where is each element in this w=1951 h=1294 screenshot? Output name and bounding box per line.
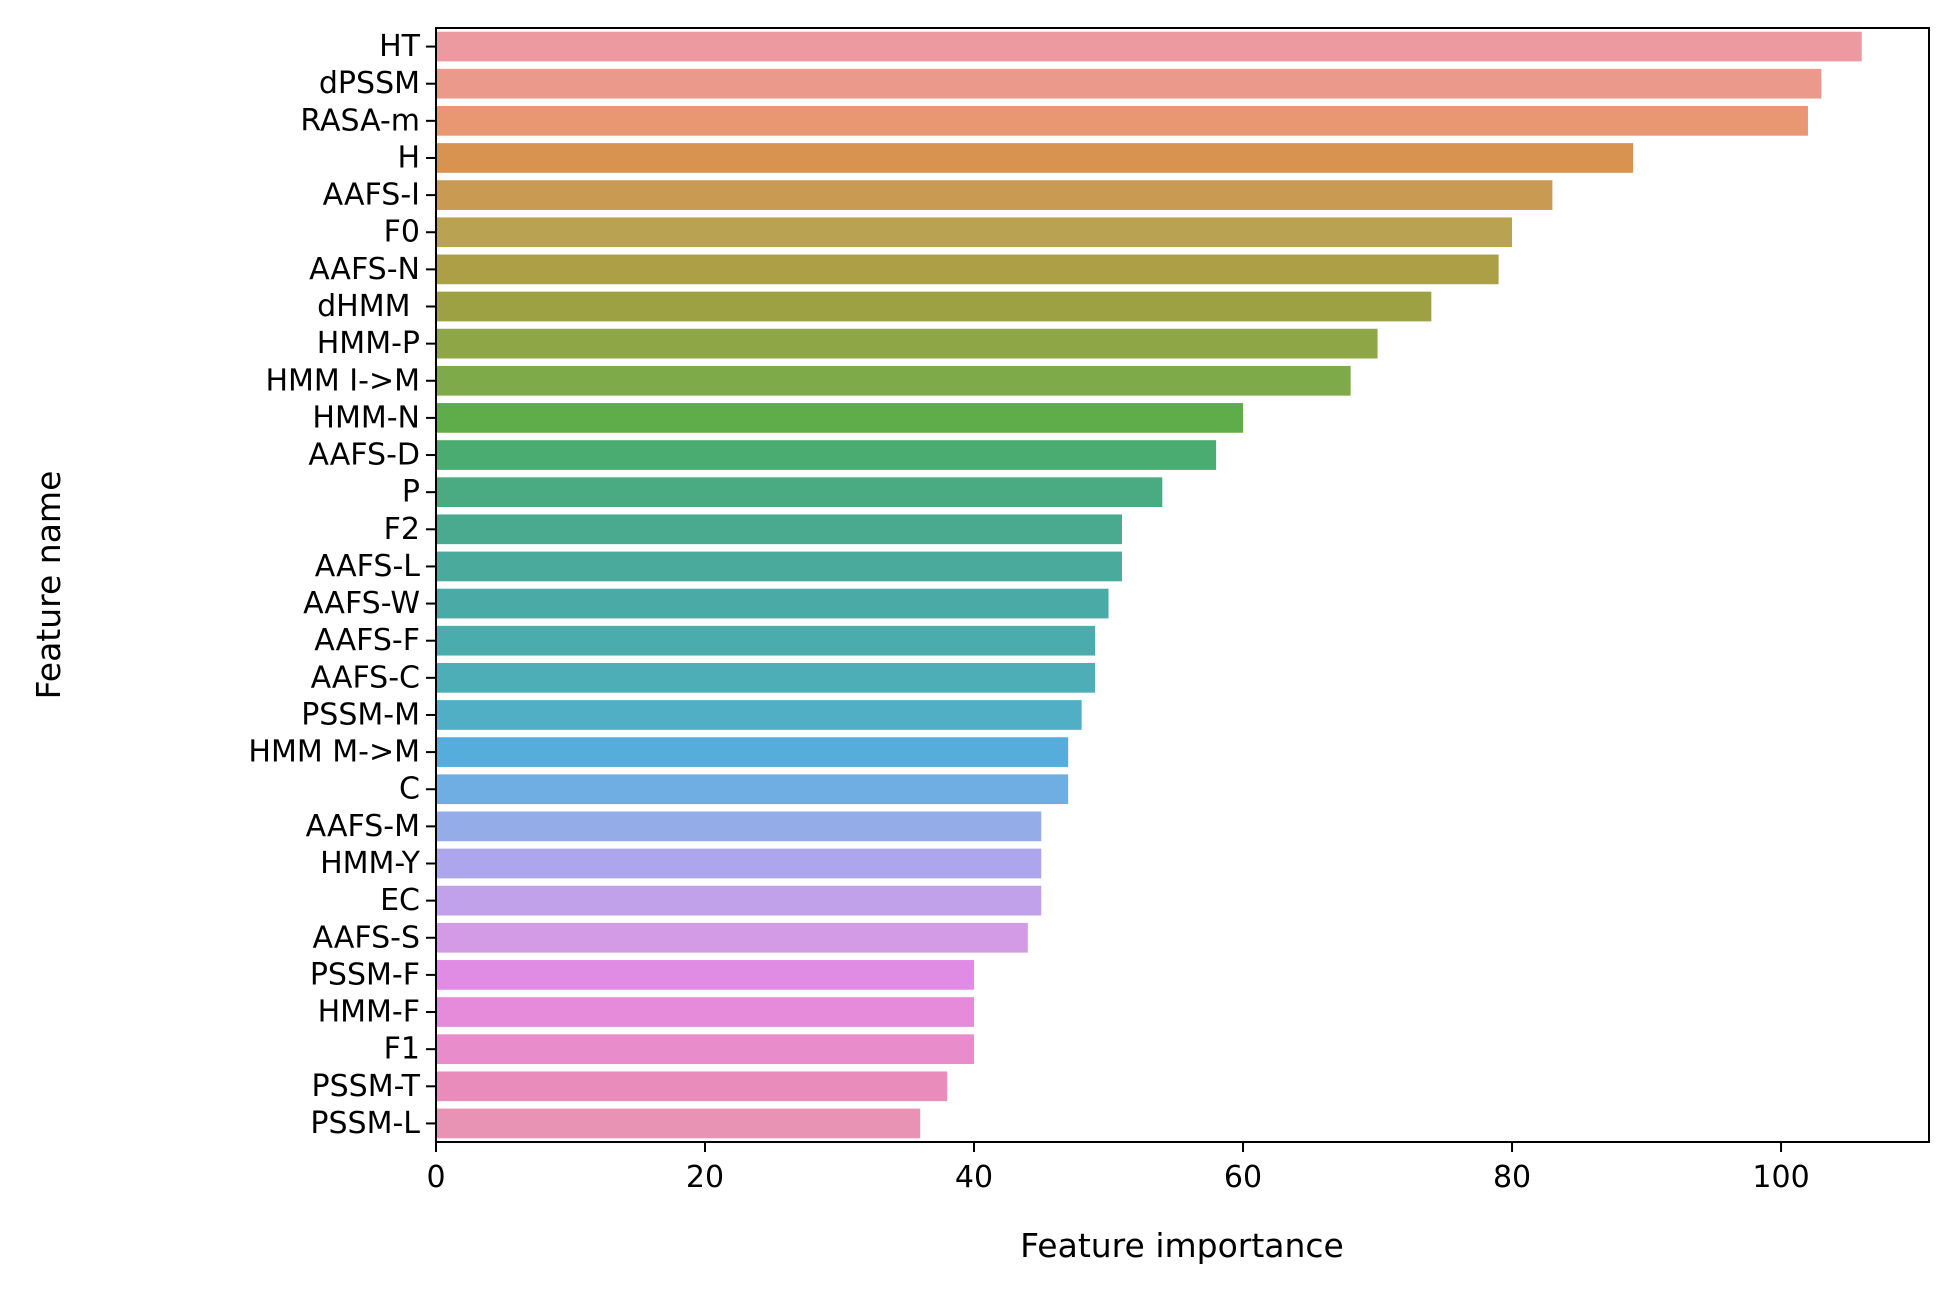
y-tick-label: AAFS-S — [312, 920, 420, 955]
y-axis-title: Feature name — [29, 471, 68, 700]
y-tick-label: PSSM-T — [312, 1069, 421, 1104]
x-tick-label: 60 — [1224, 1160, 1262, 1195]
bars-group — [436, 31, 1862, 1139]
bar — [436, 885, 1042, 916]
bar — [436, 180, 1553, 210]
y-tick-label: AAFS-W — [303, 586, 420, 621]
bar — [436, 440, 1217, 470]
bar — [436, 848, 1042, 879]
bar — [436, 254, 1499, 285]
y-tick-label: HMM I->M — [265, 363, 420, 398]
bar — [436, 1034, 975, 1065]
bar — [436, 365, 1351, 396]
y-tick-label: HMM-P — [317, 326, 420, 361]
y-tick-label: HMM-F — [318, 995, 420, 1030]
y-tick-label: HMM M->M — [248, 735, 420, 770]
bar — [436, 31, 1862, 62]
bar — [436, 551, 1122, 582]
bar — [436, 737, 1069, 767]
bar — [436, 922, 1028, 953]
y-tick-label: F0 — [384, 215, 420, 250]
bar — [436, 68, 1822, 99]
bar — [436, 328, 1378, 359]
bar — [436, 217, 1513, 248]
y-tick-label: P — [402, 475, 420, 510]
plot-frame — [435, 27, 1930, 1143]
y-tick-label: PSSM-L — [310, 1106, 420, 1141]
y-tick-label: EC — [380, 883, 420, 918]
bar — [436, 291, 1432, 322]
bar — [436, 774, 1069, 805]
y-tick-label: AAFS-D — [308, 438, 420, 473]
bar — [436, 477, 1163, 508]
bar — [436, 403, 1244, 433]
bar — [436, 1108, 921, 1139]
y-tick-label: AAFS-M — [306, 809, 420, 844]
y-tick-label: H — [397, 140, 420, 175]
x-tick-label: 0 — [426, 1160, 445, 1195]
bar — [436, 811, 1042, 842]
bar — [436, 105, 1808, 136]
y-tick-label: AAFS-F — [314, 623, 420, 658]
x-axis-title: Feature importance — [1020, 1226, 1344, 1265]
y-tick-label: F2 — [384, 512, 420, 547]
y-tick-label: PSSM-F — [310, 957, 420, 992]
y-tick-label: dPSSM — [319, 66, 420, 101]
bar — [436, 588, 1109, 619]
y-tick-label: AAFS-L — [315, 549, 420, 584]
x-tick-label: 100 — [1752, 1160, 1809, 1195]
y-tick-label: AAFS-C — [311, 660, 420, 695]
bar — [436, 700, 1082, 730]
y-tick-label: RASA-m — [300, 103, 420, 138]
y-tick-label: PSSM-M — [301, 697, 420, 732]
y-tick-label: F1 — [384, 1032, 420, 1067]
y-tick-label: HMM-Y — [320, 846, 421, 881]
bar — [436, 662, 1096, 693]
bar — [436, 625, 1096, 656]
y-tick-label: AAFS-I — [323, 178, 420, 213]
x-axis-ticks: 0 20 40 60 80 100 — [426, 1142, 1810, 1195]
x-tick-label: 20 — [686, 1160, 724, 1195]
bar — [436, 960, 975, 990]
bar — [436, 997, 975, 1027]
bar — [436, 1071, 948, 1102]
x-tick-label: 40 — [955, 1160, 993, 1195]
y-tick-label: AAFS-N — [309, 252, 420, 287]
y-tick-label: dHMM — [317, 289, 420, 324]
y-tick-label: HT — [379, 29, 421, 64]
bar — [436, 514, 1122, 545]
x-tick-label: 80 — [1493, 1160, 1531, 1195]
y-tick-label: HMM-N — [312, 400, 420, 435]
bar — [436, 143, 1634, 173]
y-tick-label: C — [399, 772, 420, 807]
